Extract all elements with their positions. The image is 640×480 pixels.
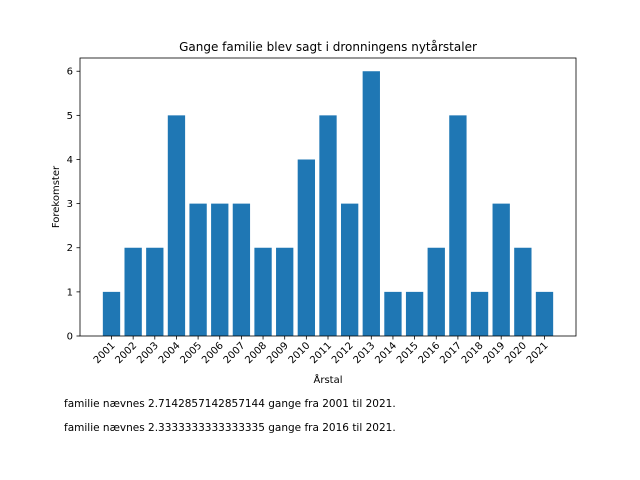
bar-2003: [146, 247, 164, 336]
bar-2007: [232, 203, 251, 336]
bar-2012: [340, 203, 359, 336]
x-tick-label: 2015: [395, 340, 421, 366]
x-tick-label: 2012: [330, 340, 356, 366]
x-tick-label: 2008: [243, 340, 269, 366]
x-tick-label: 2011: [308, 340, 334, 366]
bar-2008: [254, 247, 272, 336]
bar-2009: [276, 247, 294, 336]
note-average-2016-2021: familie nævnes 2.3333333333333335 gange …: [64, 422, 396, 434]
bar-2019: [492, 203, 510, 336]
bar-2010: [297, 159, 316, 336]
x-tick-label: 2003: [135, 340, 161, 366]
bars-group: [102, 71, 554, 336]
x-tick-label: 2017: [438, 340, 464, 366]
x-tick-label: 2007: [222, 340, 248, 366]
bar-2001: [102, 291, 121, 336]
bar-2002: [124, 247, 142, 336]
y-tick-label: 5: [67, 111, 73, 122]
x-tick-label: 2005: [178, 340, 204, 366]
y-tick-label: 3: [67, 199, 73, 210]
x-tick-label: 2009: [265, 340, 291, 366]
bar-2006: [211, 203, 229, 336]
y-axis-label: Forekomster: [51, 165, 62, 228]
y-axis: 0 1 2 3 4 5 6: [67, 67, 80, 343]
bar-2013: [362, 71, 380, 336]
x-tick-label: 2020: [503, 340, 529, 366]
x-axis: 2001200220032004200520062007200820092010…: [92, 336, 551, 366]
x-axis-label: Årstal: [314, 373, 343, 386]
x-tick-label: 2019: [482, 340, 508, 366]
x-tick-label: 2014: [373, 340, 399, 366]
plot-frame: [79, 57, 577, 337]
chart-title: Gange familie blev sagt i dronningens ny…: [179, 40, 477, 54]
x-tick-label: 2016: [417, 340, 443, 366]
x-tick-label: 2002: [113, 340, 139, 366]
x-tick-label: 2013: [352, 340, 378, 366]
x-tick-label: 2021: [525, 340, 551, 366]
bar-2014: [384, 291, 402, 336]
y-tick-label: 1: [67, 287, 73, 298]
y-tick-label: 6: [67, 67, 73, 78]
y-tick-label: 4: [67, 155, 73, 166]
bar-2005: [189, 203, 207, 336]
bar-2011: [319, 115, 337, 336]
note-average-2001-2021: familie nævnes 2.7142857142857144 gange …: [64, 398, 396, 410]
y-tick-label: 0: [67, 332, 73, 343]
bar-2020: [514, 247, 532, 336]
x-tick-label: 2010: [287, 340, 313, 366]
x-tick-label: 2018: [460, 340, 486, 366]
y-tick-label: 2: [67, 243, 73, 254]
bar-2018: [470, 291, 489, 336]
bar-2015: [405, 291, 424, 336]
x-tick-label: 2006: [200, 340, 226, 366]
bar-2004: [167, 115, 186, 336]
bar-2016: [427, 247, 445, 336]
bar-2021: [535, 291, 554, 336]
bar-2017: [449, 115, 467, 336]
x-tick-label: 2001: [92, 340, 118, 366]
x-tick-label: 2004: [157, 340, 183, 366]
